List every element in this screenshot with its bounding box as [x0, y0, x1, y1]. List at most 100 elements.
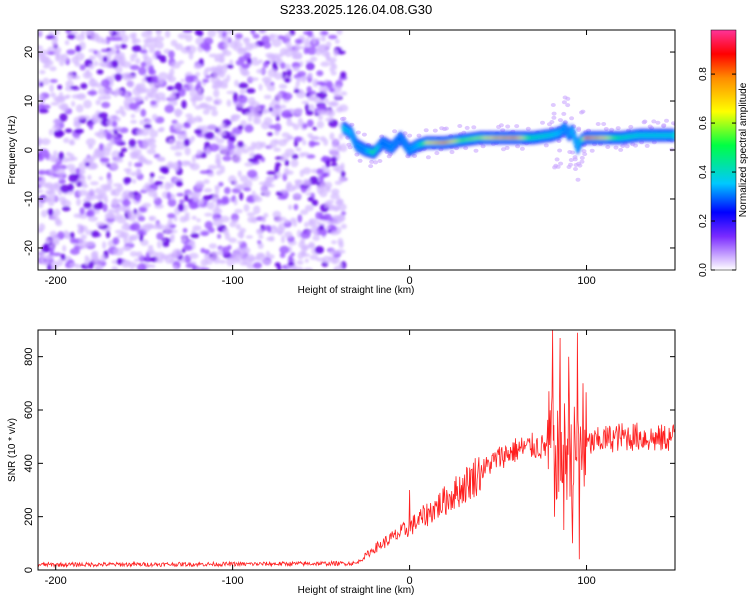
noise-blob	[74, 60, 81, 67]
noise-blob	[235, 59, 245, 66]
snr-line	[38, 330, 675, 569]
noise-blob	[226, 99, 232, 107]
ridge-halo	[500, 128, 506, 133]
noise-blob	[133, 52, 138, 59]
noise-blob	[134, 162, 143, 168]
ridge-halo	[579, 155, 585, 160]
spectrogram-x-label: Height of straight line (km)	[298, 285, 415, 296]
noise-blob	[337, 144, 342, 150]
ridge-halo	[562, 95, 568, 100]
noise-blob	[306, 86, 312, 93]
noise-blob	[251, 60, 261, 66]
noise-blob	[273, 147, 281, 152]
y-tick-label: 20	[23, 46, 35, 58]
noise-blob	[261, 216, 266, 223]
noise-blob	[53, 48, 59, 57]
noise-blob	[120, 147, 128, 153]
noise-blob	[136, 263, 147, 270]
noise-blob	[229, 135, 236, 142]
noise-blob	[115, 157, 124, 163]
noise-blob	[44, 238, 52, 244]
noise-blob	[112, 237, 120, 245]
snr-panel: -200 -100 0 100 0 200 400 600 800 Height of str…	[7, 329, 676, 596]
ridge-halo	[609, 127, 615, 132]
noise-blob	[111, 120, 118, 128]
noise-blob	[320, 30, 329, 36]
noise-blob	[55, 30, 60, 36]
noise-blob	[322, 155, 328, 163]
noise-blob	[269, 235, 275, 242]
noise-blob	[167, 198, 177, 207]
noise-blob	[148, 48, 156, 54]
noise-blob	[211, 195, 217, 203]
noise-blob	[139, 233, 144, 242]
noise-blob	[180, 46, 191, 54]
noise-blob	[298, 90, 303, 95]
noise-blob	[88, 79, 98, 87]
noise-blob	[319, 82, 328, 87]
noise-blob	[214, 56, 219, 62]
noise-blob	[238, 82, 249, 89]
noise-blob	[285, 170, 294, 175]
noise-blob	[307, 62, 314, 70]
ridge-halo	[357, 158, 363, 163]
noise-blob	[275, 92, 283, 101]
noise-blob	[194, 84, 200, 92]
noise-blob	[211, 109, 219, 117]
noise-blob	[217, 69, 223, 76]
noise-blob	[192, 225, 202, 232]
noise-blob	[205, 96, 213, 102]
noise-blob	[38, 49, 49, 56]
noise-blob	[316, 168, 324, 175]
ridge-halo	[386, 154, 392, 159]
ridge-halo	[416, 133, 422, 138]
noise-blob	[321, 172, 330, 177]
noise-blob	[155, 41, 164, 50]
noise-blob	[87, 174, 92, 181]
noise-blob	[257, 242, 264, 249]
noise-blob	[124, 91, 129, 101]
noise-blob	[191, 215, 197, 220]
noise-blob	[234, 253, 245, 262]
noise-blob	[238, 94, 245, 99]
noise-blob	[79, 64, 86, 71]
noise-blob	[216, 198, 222, 205]
noise-blob	[235, 149, 242, 158]
noise-blob	[309, 136, 320, 140]
noise-blob	[312, 78, 319, 88]
noise-blob	[285, 32, 293, 39]
noise-blob	[164, 30, 171, 39]
noise-blob	[100, 184, 111, 190]
ridge-halo	[561, 111, 567, 116]
noise-blob	[46, 190, 56, 197]
noise-blob	[306, 46, 317, 55]
noise-blob	[194, 78, 200, 83]
noise-blob	[140, 61, 147, 68]
noise-blob	[324, 201, 330, 209]
noise-blob	[222, 50, 232, 57]
noise-blob	[265, 52, 275, 58]
noise-blob	[190, 233, 200, 239]
noise-blob	[38, 30, 43, 38]
noise-blob	[97, 112, 109, 119]
noise-blob	[222, 246, 230, 256]
noise-blob	[247, 115, 253, 122]
noise-blob	[71, 94, 81, 99]
noise-blob	[239, 89, 247, 94]
noise-blob	[307, 72, 313, 79]
ridge-halo	[354, 152, 360, 157]
noise-blob	[293, 203, 299, 211]
ridge-halo	[519, 146, 525, 151]
noise-blob	[189, 83, 194, 91]
noise-blob	[108, 89, 115, 94]
noise-blob	[253, 205, 261, 215]
noise-blob	[252, 194, 260, 201]
noise-blob	[216, 30, 223, 33]
noise-blob	[60, 103, 69, 112]
noise-blob	[91, 230, 100, 238]
noise-blob	[311, 168, 318, 174]
noise-blob	[303, 267, 313, 270]
noise-blob	[47, 208, 54, 216]
noise-blob	[167, 182, 175, 188]
noise-blob	[99, 143, 104, 151]
